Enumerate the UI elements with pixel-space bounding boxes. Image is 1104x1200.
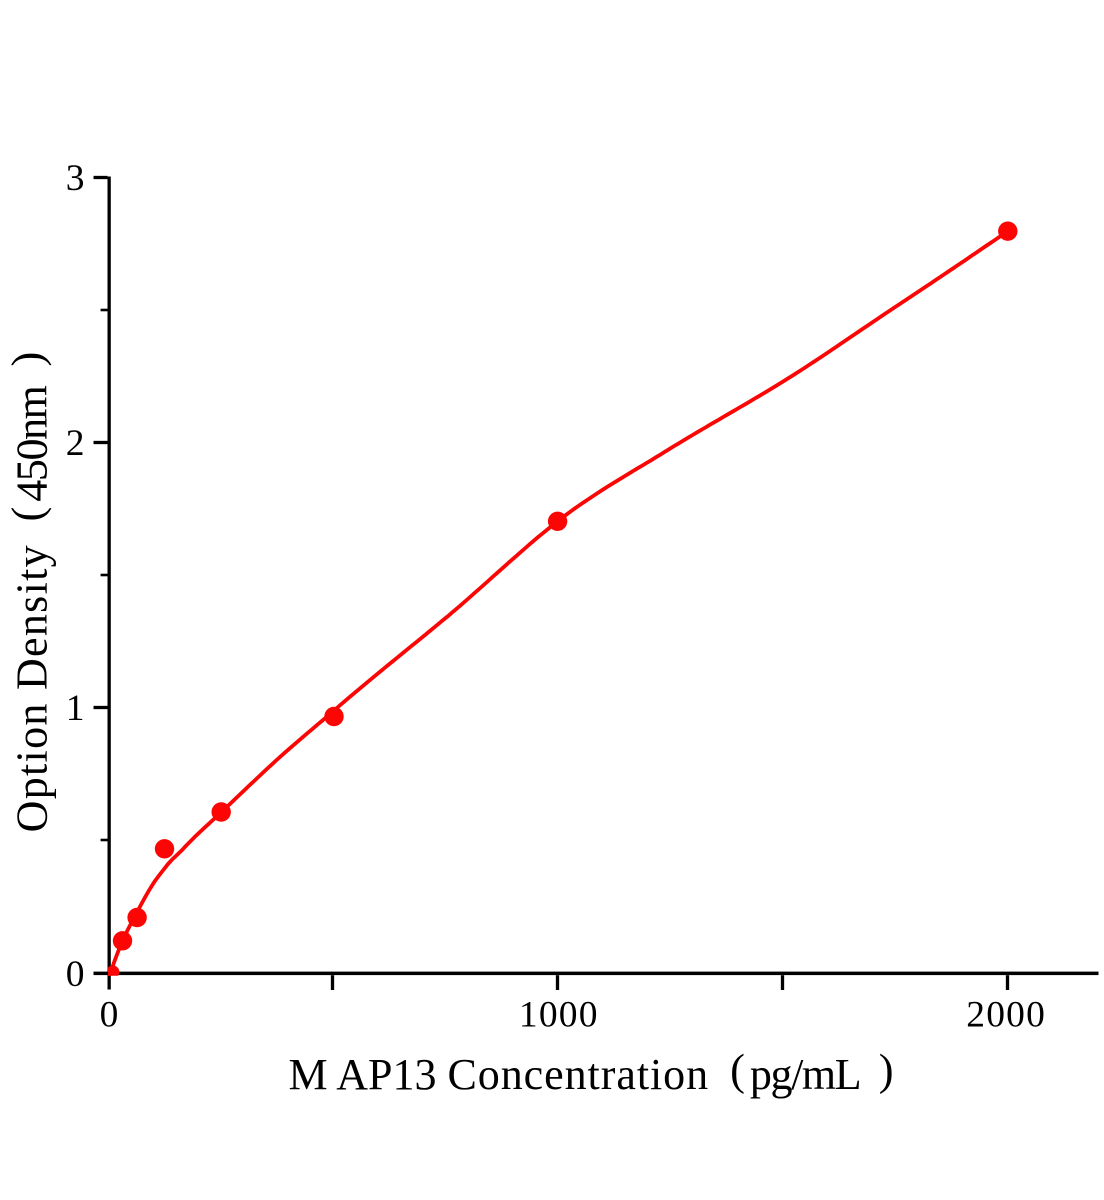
svg-text:1: 1	[66, 688, 85, 729]
svg-text:2: 2	[66, 423, 85, 464]
svg-text:0: 0	[66, 954, 85, 995]
svg-text:1000: 1000	[519, 995, 599, 1036]
svg-text:0: 0	[100, 995, 119, 1036]
svg-text:Option Density(450nm): Option Density(450nm)	[2, 352, 57, 833]
svg-text:3: 3	[66, 158, 85, 199]
svg-text:2000: 2000	[966, 995, 1046, 1036]
svg-text:M AP13 Concentration(pg/mL): M AP13 Concentration(pg/mL)	[289, 1045, 894, 1100]
